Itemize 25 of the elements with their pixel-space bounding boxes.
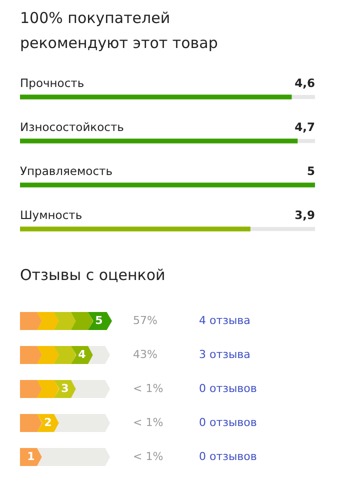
category-label: 3 <box>54 380 78 398</box>
data-label: 4,7 <box>294 120 315 134</box>
category-label: 4 <box>71 346 95 364</box>
chart-title: 100% покупателей рекомендуют этот товар <box>20 8 219 54</box>
text: 43% <box>133 348 158 361</box>
y-tick-label: Шумность <box>20 208 82 222</box>
data-label: 4,6 <box>294 76 315 90</box>
data-label: 5 <box>306 164 315 178</box>
y-tick-label: Износостойкость <box>20 120 124 134</box>
text: 3 отзыва <box>199 348 250 361</box>
text: 57% <box>133 314 158 327</box>
text: Отзывы с оценкой <box>20 265 166 286</box>
text: < 1% <box>133 450 164 463</box>
y-tick-label: Управляемость <box>20 164 113 178</box>
category-label: 1 <box>20 448 44 466</box>
y-tick-label: Прочность <box>20 76 84 90</box>
text: 0 отзывов <box>199 382 257 395</box>
data-label: 3,9 <box>294 208 315 222</box>
category-label: 5 <box>88 312 112 330</box>
text: < 1% <box>133 382 164 395</box>
text: < 1% <box>133 416 164 429</box>
text: 0 отзывов <box>199 450 257 463</box>
category-label: 2 <box>37 414 61 432</box>
text: 0 отзывов <box>199 416 257 429</box>
text: 4 отзыва <box>199 314 250 327</box>
